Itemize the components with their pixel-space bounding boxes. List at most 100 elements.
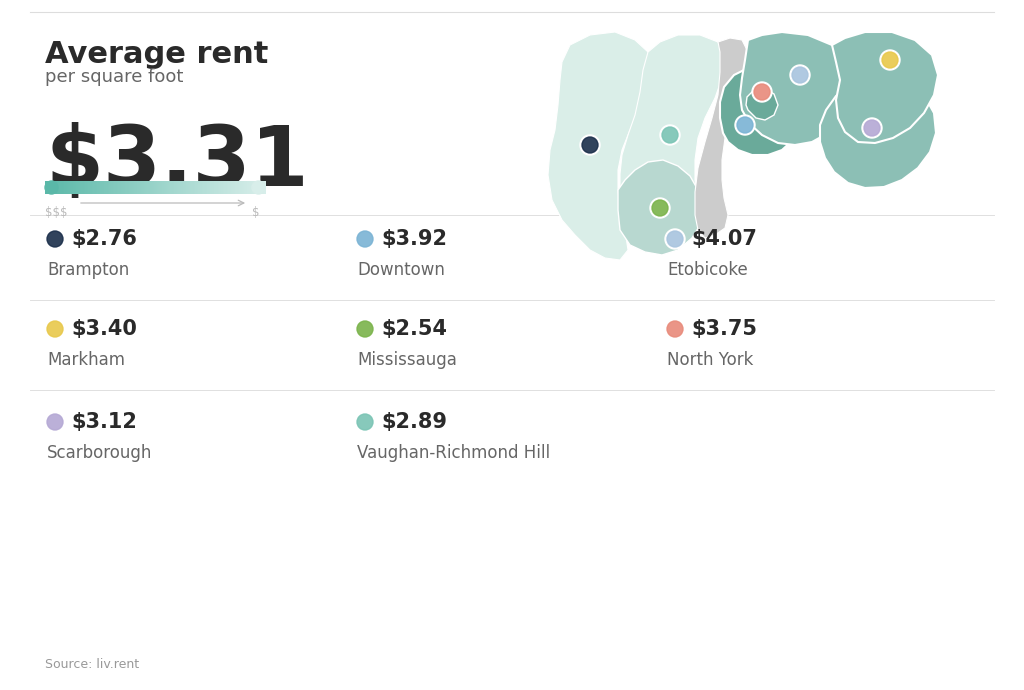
Bar [126, 181, 128, 194]
Text: Etobicoke: Etobicoke [667, 261, 748, 279]
Bar [220, 181, 221, 194]
Bar [221, 181, 222, 194]
Bar [101, 181, 102, 194]
Text: Scarborough: Scarborough [47, 444, 153, 462]
Bar [160, 181, 161, 194]
Circle shape [752, 82, 772, 102]
Bar [94, 181, 96, 194]
Bar [258, 181, 260, 194]
Bar [95, 181, 97, 194]
Bar [80, 181, 82, 194]
Bar [109, 181, 111, 194]
Bar [234, 181, 236, 194]
Bar [250, 181, 251, 194]
Bar [225, 181, 227, 194]
Bar [99, 181, 100, 194]
Bar [218, 181, 219, 194]
Bar [168, 181, 170, 194]
Bar [85, 181, 86, 194]
Bar [171, 181, 173, 194]
Bar [222, 181, 223, 194]
Bar [63, 181, 66, 194]
Bar [147, 181, 148, 194]
Bar [259, 181, 261, 194]
Circle shape [665, 229, 685, 249]
Bar [112, 181, 114, 194]
Circle shape [357, 321, 373, 337]
Bar [93, 181, 95, 194]
Bar [232, 181, 233, 194]
Bar [138, 181, 140, 194]
Bar [145, 181, 146, 194]
Bar [189, 181, 190, 194]
Bar [205, 181, 206, 194]
Text: $$$: $$$ [45, 206, 68, 219]
Bar [105, 181, 108, 194]
Bar [201, 181, 203, 194]
Bar [252, 181, 253, 194]
Circle shape [754, 84, 770, 100]
Bar [81, 181, 83, 194]
Circle shape [880, 50, 900, 70]
Bar [52, 181, 54, 194]
Bar [256, 181, 258, 194]
Bar [190, 181, 191, 194]
Bar [166, 181, 168, 194]
Bar [66, 181, 68, 194]
Circle shape [45, 229, 65, 249]
Bar [87, 181, 88, 194]
Circle shape [580, 135, 600, 155]
Bar [55, 181, 56, 194]
Text: $: $ [252, 206, 259, 219]
Circle shape [737, 117, 753, 133]
Bar [47, 181, 49, 194]
Bar [103, 181, 104, 194]
Bar [173, 181, 174, 194]
Bar [79, 181, 81, 194]
Bar [65, 181, 67, 194]
Circle shape [355, 229, 375, 249]
Bar [242, 181, 244, 194]
Bar [264, 181, 265, 194]
Bar [117, 181, 118, 194]
Bar [102, 181, 103, 194]
Bar [260, 181, 262, 194]
Bar [204, 181, 205, 194]
Bar [49, 181, 51, 194]
Text: Mississauga: Mississauga [357, 351, 457, 369]
Bar [96, 181, 98, 194]
Bar [179, 181, 181, 194]
Bar [110, 181, 112, 194]
Circle shape [735, 115, 755, 135]
Bar [131, 181, 132, 194]
Polygon shape [720, 67, 802, 155]
Bar [194, 181, 196, 194]
Bar [130, 181, 131, 194]
Bar [156, 181, 158, 194]
Bar [253, 181, 255, 194]
Bar [70, 181, 71, 194]
Bar [69, 181, 70, 194]
Circle shape [357, 231, 373, 247]
Text: $2.76: $2.76 [71, 229, 137, 249]
Bar [162, 181, 163, 194]
Bar [135, 181, 137, 194]
Bar [223, 181, 225, 194]
Bar [195, 181, 197, 194]
Bar [153, 181, 155, 194]
Bar [214, 181, 216, 194]
Bar [98, 181, 99, 194]
Bar [48, 181, 50, 194]
Bar [180, 181, 182, 194]
Bar [158, 181, 159, 194]
Bar [141, 181, 143, 194]
Bar [207, 181, 208, 194]
Bar [263, 181, 264, 194]
Circle shape [652, 200, 668, 216]
Bar [143, 181, 144, 194]
Bar [54, 181, 55, 194]
Bar [238, 181, 239, 194]
Bar [236, 181, 237, 194]
Text: $3.92: $3.92 [381, 229, 447, 249]
Bar [228, 181, 230, 194]
